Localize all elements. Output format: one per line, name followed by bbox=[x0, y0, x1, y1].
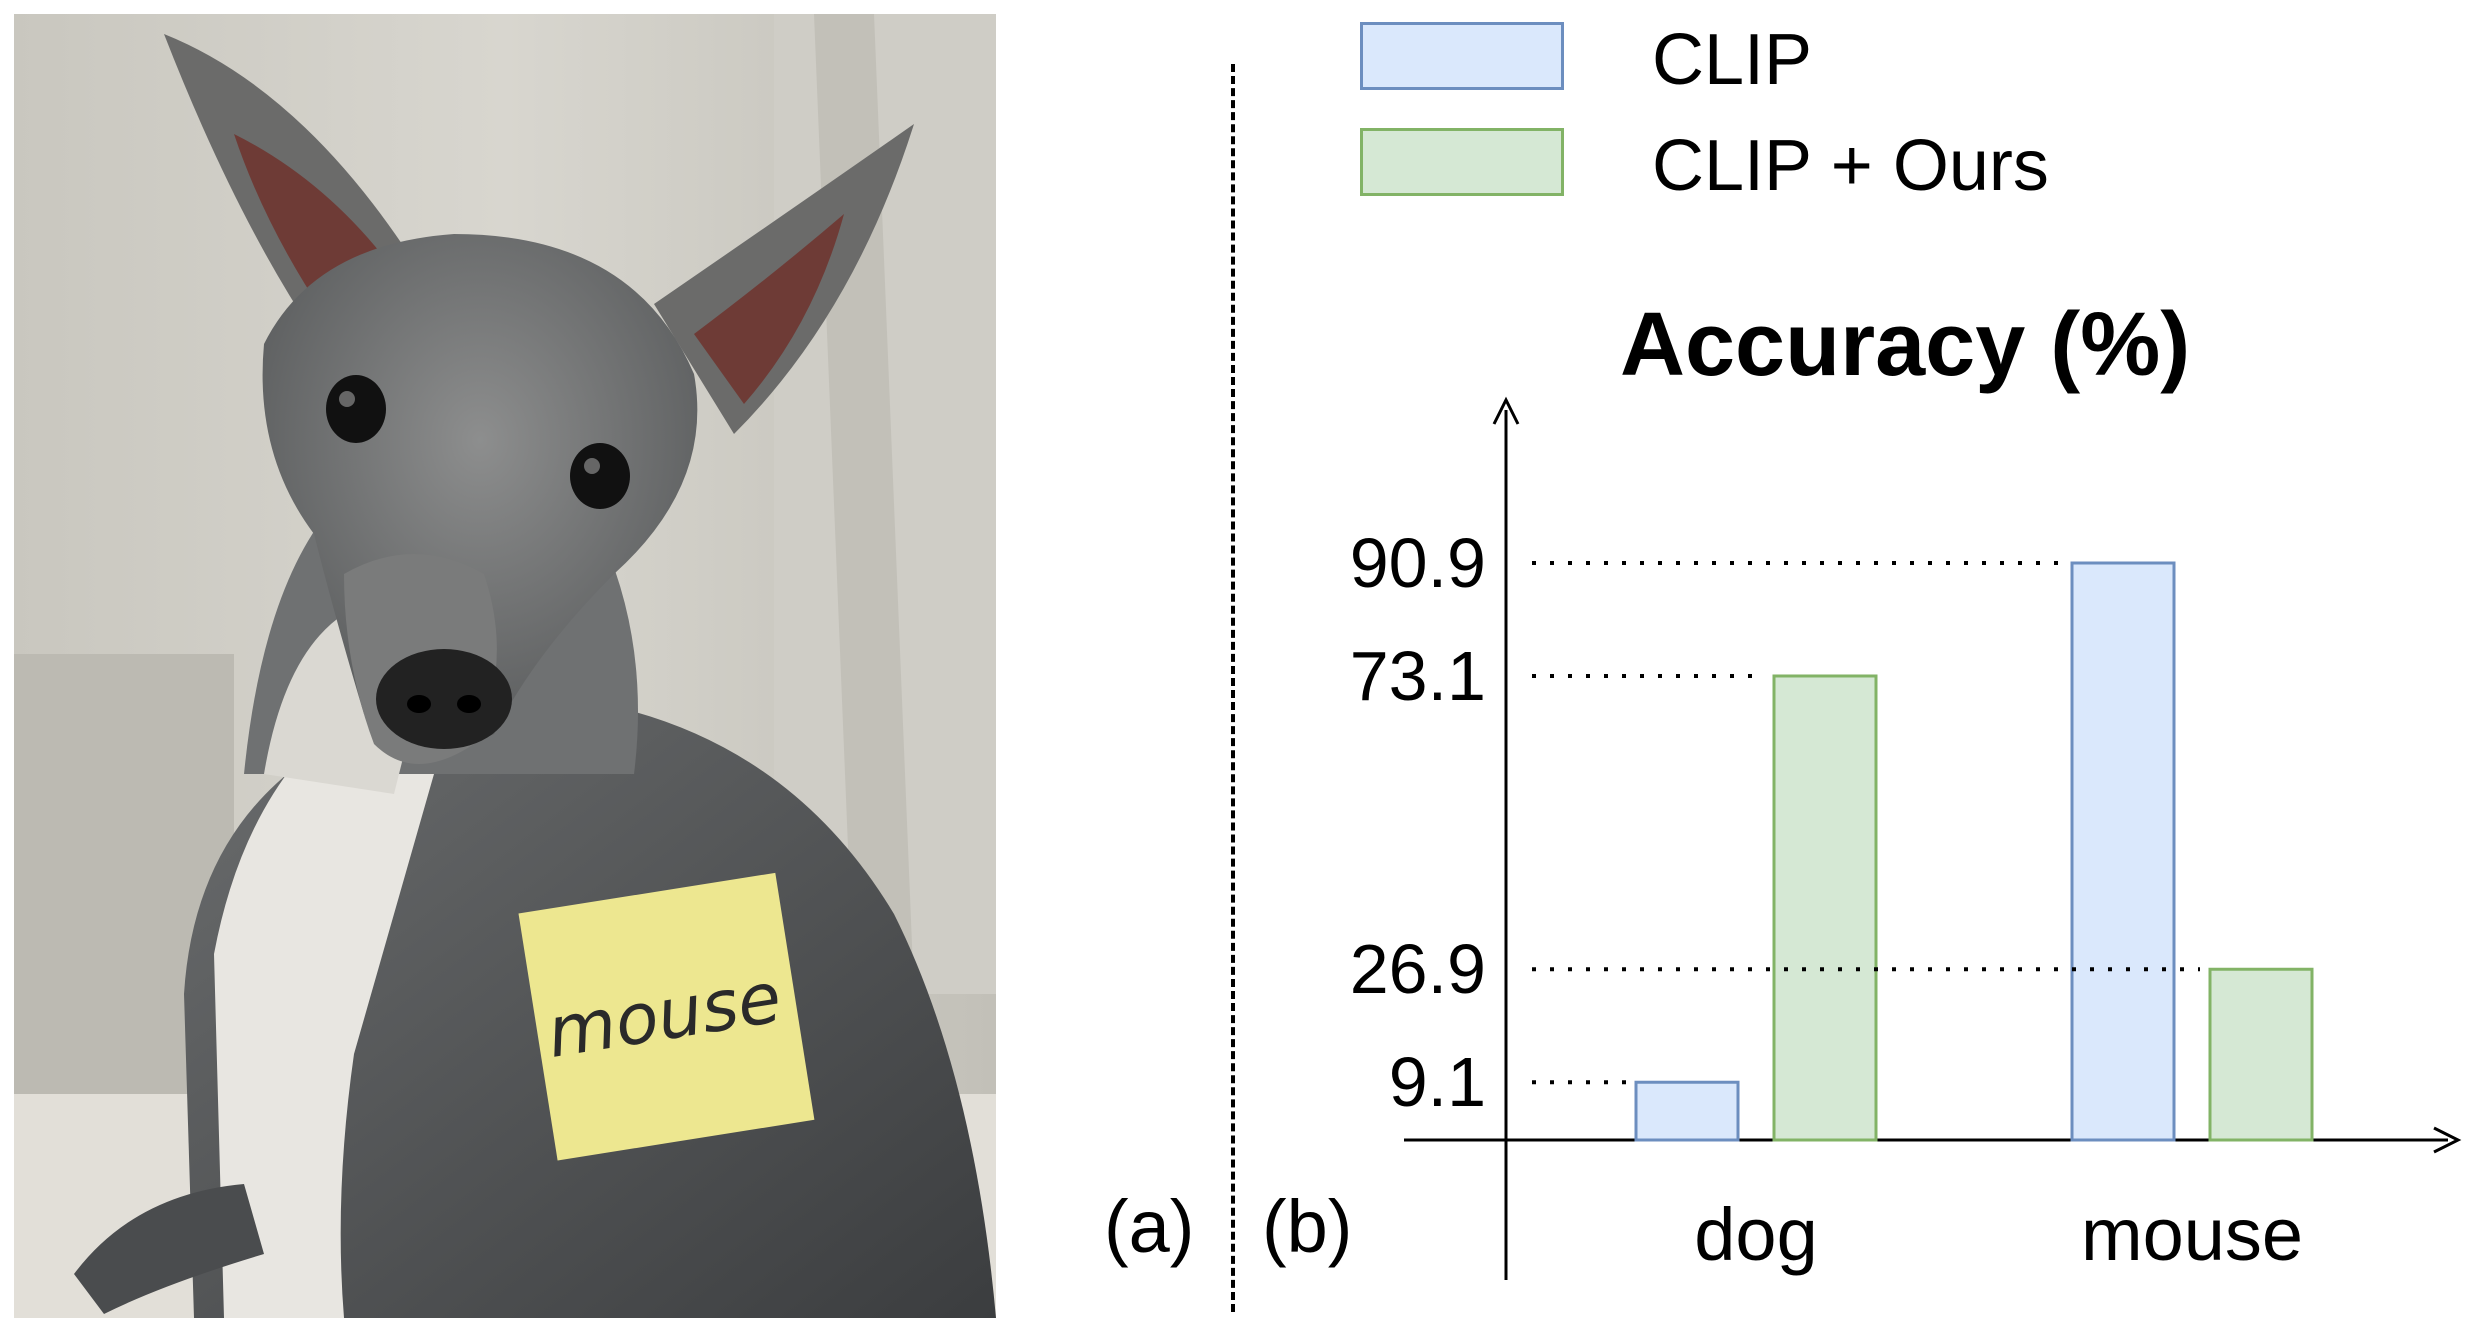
legend-label-clip: CLIP bbox=[1652, 20, 1813, 100]
legend-label-clip-ours: CLIP + Ours bbox=[1652, 126, 2049, 206]
y-tick-label-90-9: 90.9 bbox=[1350, 524, 1486, 602]
panel-divider bbox=[1231, 64, 1235, 1312]
y-tick-label-26-9: 26.9 bbox=[1350, 930, 1486, 1008]
panel-label-a: (a) bbox=[1104, 1185, 1195, 1268]
bar-dog-clip-ours bbox=[1772, 674, 1878, 1142]
x-tick-label-mouse: mouse bbox=[2081, 1193, 2303, 1276]
legend-swatch-clip bbox=[1360, 22, 1564, 90]
y-axis-arrow bbox=[1492, 396, 1520, 425]
bar-mouse-clip bbox=[2070, 561, 2176, 1142]
chart-title: Accuracy (%) bbox=[1620, 295, 2191, 395]
bar-mouse-clip-ours bbox=[2208, 967, 2314, 1142]
y-tick-label-9-1: 9.1 bbox=[1389, 1043, 1486, 1121]
y-tick-label-73-1: 73.1 bbox=[1350, 637, 1486, 715]
dog-photo: mouse bbox=[14, 14, 996, 1318]
bar-chart: dog mouse 90.9 73.1 26.9 9.1 bbox=[1350, 396, 2462, 1280]
x-tick-label-dog: dog bbox=[1694, 1193, 1817, 1276]
panel-label-b: (b) bbox=[1262, 1185, 1353, 1268]
bar-dog-clip bbox=[1634, 1080, 1740, 1142]
x-axis-arrow bbox=[2433, 1126, 2462, 1154]
legend-swatch-clip-ours bbox=[1360, 128, 1564, 196]
